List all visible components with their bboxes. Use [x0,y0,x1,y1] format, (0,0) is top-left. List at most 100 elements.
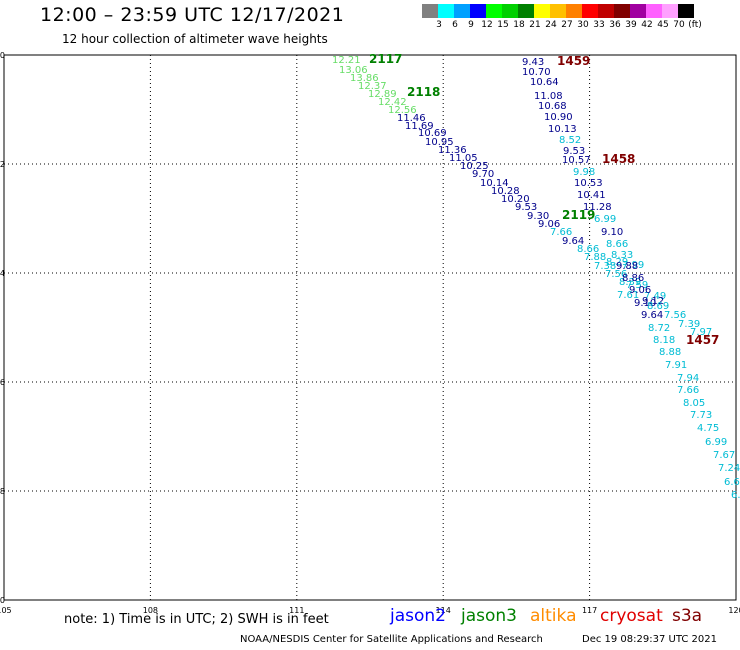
wave-height-label: 7.88 [584,252,606,263]
wave-height-label: 8.69 [647,301,669,312]
legend-swatch [598,4,614,18]
wave-height-label: 9.06 [538,219,560,230]
wave-height-label: 10.53 [574,178,603,189]
wave-height-label: 7.56 [664,310,686,321]
wave-height-label: 10.90 [544,112,573,123]
wave-height-label: 7.56 [605,269,627,280]
wave-height-label: 8.18 [653,335,675,346]
wave-height-label: 6.6 [724,477,740,488]
legend-swatch [422,4,438,18]
legend-swatch [518,4,534,18]
wave-height-label: 8.66 [577,244,599,255]
wave-height-label: 7.67 [713,450,735,461]
wave-height-label: 9.88 [616,261,638,272]
track-labels: 12.2113.0613.8612.3712.8912.4212.5611.46… [332,55,740,501]
footer-note: note: 1) Time is in UTC; 2) SWH is in fe… [64,612,329,627]
wave-height-label: 8.05 [683,398,705,409]
wave-height-label: 8.86 [622,273,644,284]
wave-height-label: 8.88 [659,347,681,358]
lon-tick-label: 114 [436,606,451,615]
legend-swatch [614,4,630,18]
pass-number-label: 1458 [602,152,635,166]
wave-height-label: 10.20 [501,194,530,205]
wave-height-label: 7.24 [718,463,740,474]
pass-number-label: 1459 [557,54,590,68]
wave-height-label: 10.69 [418,128,447,139]
legend-swatch [502,4,518,18]
wave-height-label: 10.14 [480,178,509,189]
lat-tick-label: -58 [0,487,5,496]
wave-height-label: 7.66 [550,227,572,238]
legend-swatch [646,4,662,18]
wave-height-label: 6.99 [705,437,727,448]
legend-label: 30 [577,20,589,30]
legend-label: 42 [641,20,653,30]
wave-height-label: 9.98 [573,167,595,178]
lon-tick-label: 117 [582,606,597,615]
wave-height-label: 4.75 [697,423,719,434]
footer-timestamp: Dec 19 08:29:37 UTC 2021 [582,634,717,645]
wave-height-label: 10.64 [530,77,559,88]
lat-tick-label: -56 [0,378,5,387]
wave-height-label: 12.21 [332,55,361,66]
pass-number-label: 2117 [369,52,402,66]
wave-height-label: 8.66 [606,239,628,250]
legend-label: 24 [545,20,557,30]
legend-swatch [438,4,454,18]
wave-height-label: 9.53 [515,202,537,213]
legend-label: 12 [481,20,493,30]
wave-height-label: 10.70 [522,67,551,78]
wave-height-label: 7.94 [677,373,699,384]
lon-tick-label: 105 [0,606,12,615]
satellite-name-jason2: jason2 [390,606,446,626]
wave-height-label: 9.10 [634,298,656,309]
legend-swatch [550,4,566,18]
wave-height-label: 13.06 [339,65,368,76]
wave-height-label: 9.64 [562,236,584,247]
satellite-name-altika: altika [530,606,577,626]
legend-label: 21 [529,20,541,30]
legend-label: 70 [673,20,685,30]
wave-height-label: 7.66 [677,385,699,396]
legend-swatch [470,4,486,18]
wave-height-label: 8.52 [559,135,581,146]
wave-height-label: 11.05 [449,153,478,164]
wave-height-label: 6.99 [594,214,616,225]
wave-height-label: 8.39 [619,277,641,288]
wave-height-label: 10.13 [548,124,577,135]
wave-height-label: 12.56 [388,105,417,116]
wave-height-label: 7.73 [690,410,712,421]
wave-height-label: 13.86 [350,73,379,84]
wave-height-label: 7.59 [626,280,648,291]
lat-tick-label: -54 [0,269,5,278]
lon-tick-label: 120 [728,606,740,615]
wave-height-label: 12.42 [378,97,407,108]
legend-swatch [566,4,582,18]
wave-height-label: 9.53 [563,146,585,157]
wave-height-label: 9.12 [642,296,664,307]
legend-swatch [454,4,470,18]
wave-height-label: 10.25 [460,161,489,172]
map-frame [3,54,737,601]
wave-height-label: 7.61 [617,290,639,301]
wave-height-label: 9.06 [629,285,651,296]
wave-height-label: 7.39 [678,319,700,330]
wave-height-label: 9.64 [641,310,663,321]
legend-swatch [534,4,550,18]
legend-swatch [678,4,694,18]
page-title: 12:00 – 23:59 UTC 12/17/2021 [40,4,345,26]
legend-label: 6 [452,20,458,30]
wave-height-label: 8.33 [611,250,633,261]
wave-height-label: 10.28 [491,186,520,197]
wave-height-label: 9.70 [472,169,494,180]
wave-height-label: 11.36 [438,145,467,156]
wave-height-label: 11.69 [405,121,434,132]
legend-label: 45 [657,20,669,30]
legend-label: 15 [497,20,509,30]
page-subtitle: 12 hour collection of altimeter wave hei… [62,32,328,46]
legend-label: 36 [609,20,621,30]
wave-height-label: 7.99 [622,260,644,271]
legend-swatch [662,4,678,18]
wave-height-label: 10.41 [577,190,606,201]
